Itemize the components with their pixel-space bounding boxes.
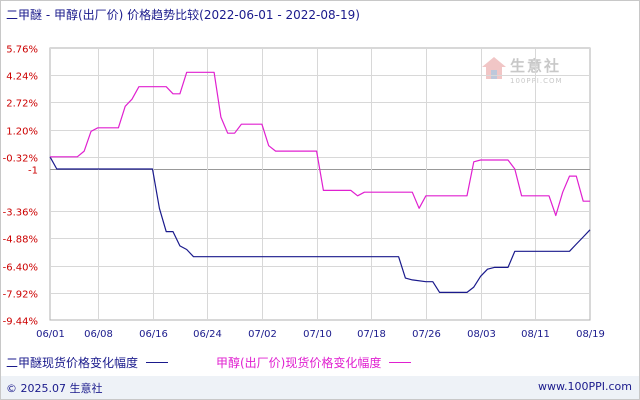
y-tick-label: 5.76% bbox=[6, 45, 38, 56]
series-line-1 bbox=[49, 156, 591, 293]
y-tick-label: -3.36% bbox=[3, 208, 38, 219]
y-tick-label: -7.92% bbox=[3, 290, 38, 301]
chart-grid bbox=[49, 47, 591, 321]
x-tick-label: 08/03 bbox=[467, 329, 496, 340]
x-tick-label: 06/24 bbox=[193, 329, 222, 340]
legend-label-series-2: 甲醇(出厂价)现货价格变化幅度 bbox=[216, 356, 382, 370]
footer-copyright: © 2025.07 生意社 bbox=[6, 382, 103, 395]
y-tick-label: 4.24% bbox=[6, 72, 38, 83]
house-logo-icon bbox=[482, 57, 506, 79]
legend-swatch-series-1 bbox=[146, 362, 169, 363]
legend-swatch-series-2 bbox=[389, 362, 412, 363]
legend-label-series-1: 二甲醚现货价格变化幅度 bbox=[6, 356, 139, 370]
chart-axes: 5.76% 4.24% 2.72% 1.20% -0.32%-1 -3.36% -4.88%… bbox=[3, 45, 605, 341]
y-tick-label: -9.44% bbox=[3, 317, 38, 328]
footer-bar bbox=[1, 376, 639, 399]
y-tick-label: -1 bbox=[28, 166, 38, 177]
y-tick-label: -4.88% bbox=[3, 235, 38, 246]
y-tick-label: -6.40% bbox=[3, 263, 38, 274]
x-tick-label: 08/19 bbox=[576, 329, 605, 340]
y-tick-label: 2.72% bbox=[6, 99, 38, 110]
y-tick-label: 1.20% bbox=[6, 127, 38, 138]
watermark-name: 生意社 bbox=[510, 57, 562, 75]
chart-series bbox=[49, 71, 591, 293]
legend-series-1: 二甲醚现货价格变化幅度 bbox=[6, 354, 169, 371]
chart-title: 二甲醚 - 甲醇(出厂价) 价格趋势比较(2022-06-01 - 2022-0… bbox=[6, 8, 360, 22]
y-tick-label: -0.32% bbox=[3, 154, 38, 165]
plot-area bbox=[49, 47, 591, 321]
x-tick-label: 07/10 bbox=[303, 329, 332, 340]
x-tick-label: 07/26 bbox=[412, 329, 441, 340]
x-tick-label: 06/08 bbox=[84, 329, 113, 340]
x-tick-label: 06/16 bbox=[139, 329, 168, 340]
footer-website[interactable]: www.100PPI.com bbox=[538, 380, 632, 393]
x-tick-label: 07/18 bbox=[357, 329, 386, 340]
legend-series-2: 甲醇(出厂价)现货价格变化幅度 bbox=[216, 354, 412, 371]
x-tick-label: 08/11 bbox=[521, 329, 550, 340]
series-line-2 bbox=[50, 71, 590, 217]
x-tick-label: 07/02 bbox=[248, 329, 277, 340]
x-tick-label: 06/01 bbox=[36, 329, 65, 340]
